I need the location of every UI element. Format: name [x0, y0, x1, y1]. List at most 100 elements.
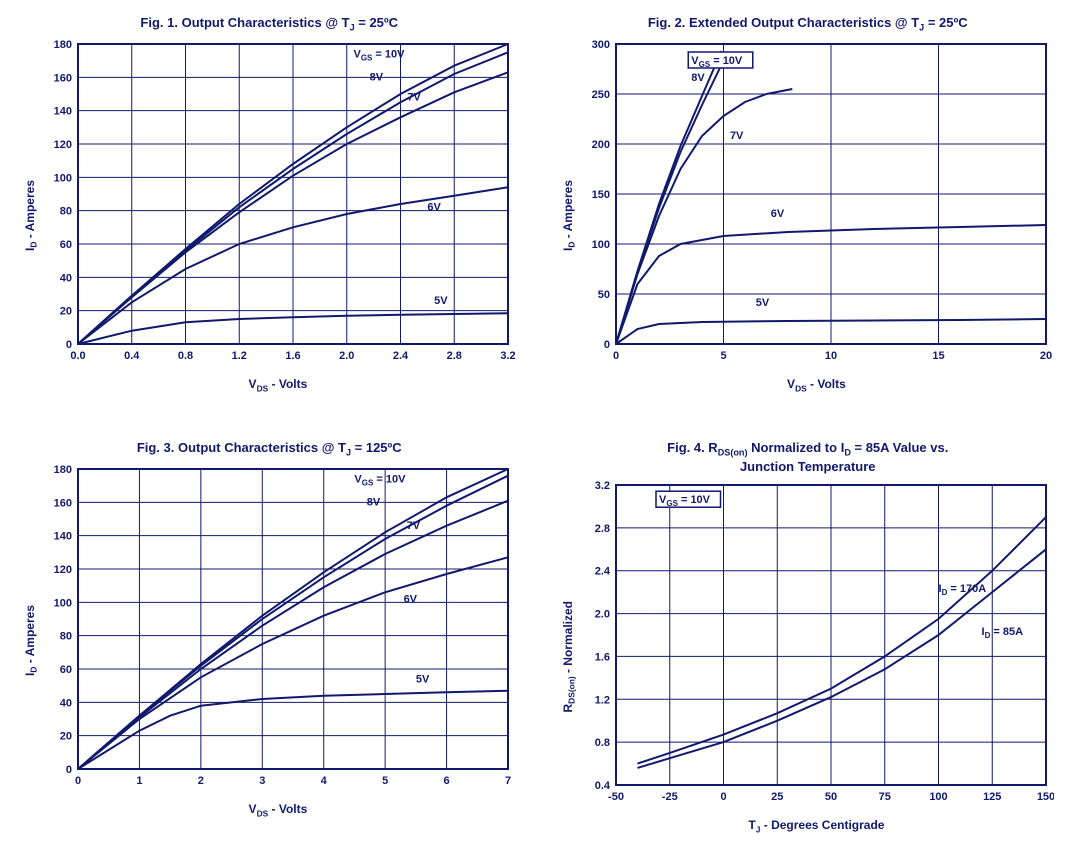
svg-text:150: 150: [592, 189, 610, 201]
fig2-title: Fig. 2. Extended Output Characteristics …: [648, 15, 968, 34]
svg-text:2.0: 2.0: [595, 608, 610, 620]
fig3-title: Fig. 3. Output Characteristics @ TJ = 12…: [137, 440, 402, 459]
svg-text:2.8: 2.8: [447, 350, 462, 362]
svg-text:0.0: 0.0: [70, 350, 85, 362]
svg-text:2.0: 2.0: [339, 350, 354, 362]
fig4-plot: -50 -25 0 25 50 75 100 125 150 0.4 0.8 1.2 1.6 2.0 2.4…: [578, 479, 1054, 834]
svg-text:VGS = 10V: VGS = 10V: [353, 48, 405, 62]
fig2-panel: Fig. 2. Extended Output Characteristics …: [554, 15, 1063, 410]
fig2-plot: 05101520050100150200250300 VGS = 10V8V7V…: [578, 38, 1054, 393]
svg-text:60: 60: [60, 664, 72, 676]
svg-text:5: 5: [382, 775, 388, 787]
svg-text:40: 40: [60, 697, 72, 709]
fig1-xlabel: VDS - Volts: [40, 377, 516, 393]
svg-text:50: 50: [598, 289, 610, 301]
fig1-title: Fig. 1. Output Characteristics @ TJ = 25…: [140, 15, 398, 34]
fig3-xlabel: VDS - Volts: [40, 802, 516, 818]
svg-text:25: 25: [772, 791, 784, 803]
svg-text:75: 75: [879, 791, 891, 803]
svg-text:0.8: 0.8: [178, 350, 193, 362]
svg-text:100: 100: [54, 597, 72, 609]
svg-text:160: 160: [54, 72, 72, 84]
fig4-xlabel: TJ - Degrees Centigrade: [578, 818, 1054, 834]
svg-text:4: 4: [321, 775, 328, 787]
svg-text:1.2: 1.2: [232, 350, 247, 362]
svg-text:200: 200: [592, 139, 610, 151]
svg-text:40: 40: [60, 272, 72, 284]
svg-text:0: 0: [613, 350, 619, 362]
svg-text:0: 0: [721, 791, 727, 803]
svg-text:7V: 7V: [730, 130, 744, 142]
svg-text:2.8: 2.8: [595, 523, 610, 535]
svg-text:140: 140: [54, 106, 72, 118]
svg-text:2.4: 2.4: [393, 350, 409, 362]
fig2-ylabel: ID - Amperes: [561, 180, 576, 251]
svg-text:0: 0: [75, 775, 81, 787]
fig4-ylabel: RDS(on) - Normalized: [561, 601, 576, 712]
svg-text:100: 100: [592, 239, 610, 251]
svg-text:7: 7: [505, 775, 511, 787]
svg-text:1: 1: [136, 775, 142, 787]
svg-text:5V: 5V: [416, 673, 430, 685]
fig4-panel: Fig. 4. RDS(on) Normalized to ID = 85A V…: [554, 440, 1063, 835]
svg-text:0.4: 0.4: [595, 780, 611, 792]
fig3-panel: Fig. 3. Output Characteristics @ TJ = 12…: [15, 440, 524, 835]
svg-text:ID = 85A: ID = 85A: [982, 626, 1024, 640]
svg-text:2.4: 2.4: [595, 566, 611, 578]
svg-text:VGS = 10V: VGS = 10V: [354, 473, 406, 487]
svg-text:60: 60: [60, 239, 72, 251]
svg-text:250: 250: [592, 89, 610, 101]
svg-text:1.6: 1.6: [595, 651, 610, 663]
svg-text:150: 150: [1037, 791, 1054, 803]
svg-text:80: 80: [60, 206, 72, 218]
fig4-svg: -50 -25 0 25 50 75 100 125 150 0.4 0.8 1.2 1.6 2.0 2.4…: [578, 479, 1054, 811]
svg-text:ID = 170A: ID = 170A: [939, 583, 987, 597]
svg-text:20: 20: [1040, 350, 1052, 362]
svg-text:5V: 5V: [434, 295, 448, 307]
svg-text:125: 125: [984, 791, 1002, 803]
fig2-xlabel: VDS - Volts: [578, 377, 1054, 393]
fig3-svg: 0 1 2 3 4 5 6 7 0 20 40 60 80 100 120 140 160 180 VGS = 1…: [40, 463, 516, 795]
svg-text:100: 100: [930, 791, 948, 803]
svg-text:0: 0: [604, 339, 610, 351]
svg-text:80: 80: [60, 630, 72, 642]
svg-text:20: 20: [60, 306, 72, 318]
svg-text:6V: 6V: [427, 202, 441, 214]
svg-text:3.2: 3.2: [500, 350, 515, 362]
svg-text:20: 20: [60, 730, 72, 742]
fig4-title: Fig. 4. RDS(on) Normalized to ID = 85A V…: [667, 440, 948, 475]
svg-text:100: 100: [54, 172, 72, 184]
svg-text:1.2: 1.2: [595, 694, 610, 706]
svg-text:120: 120: [54, 564, 72, 576]
svg-text:180: 180: [54, 39, 72, 51]
svg-text:160: 160: [54, 497, 72, 509]
svg-text:5V: 5V: [756, 297, 770, 309]
svg-text:6V: 6V: [404, 593, 418, 605]
svg-text:10: 10: [825, 350, 837, 362]
svg-text:7V: 7V: [407, 520, 421, 532]
svg-text:120: 120: [54, 139, 72, 151]
svg-text:-25: -25: [662, 791, 678, 803]
svg-text:3.2: 3.2: [595, 480, 610, 492]
svg-text:50: 50: [825, 791, 837, 803]
svg-text:8V: 8V: [370, 72, 384, 84]
svg-text:0: 0: [66, 339, 72, 351]
svg-text:0.8: 0.8: [595, 737, 610, 749]
svg-text:2: 2: [198, 775, 204, 787]
fig1-ylabel: ID - Amperes: [23, 180, 38, 251]
svg-text:8V: 8V: [367, 496, 381, 508]
svg-text:0: 0: [66, 764, 72, 776]
svg-text:6: 6: [443, 775, 449, 787]
fig3-plot: 0 1 2 3 4 5 6 7 0 20 40 60 80 100 120 140 160 180 VGS = 1…: [40, 463, 516, 818]
fig2-svg: 05101520050100150200250300 VGS = 10V8V7V…: [578, 38, 1054, 370]
svg-text:180: 180: [54, 464, 72, 476]
svg-text:140: 140: [54, 530, 72, 542]
chart-grid: Fig. 1. Output Characteristics @ TJ = 25…: [15, 15, 1062, 834]
svg-text:8V: 8V: [692, 72, 706, 84]
svg-text:-50: -50: [608, 791, 624, 803]
svg-text:15: 15: [933, 350, 945, 362]
svg-text:7V: 7V: [407, 92, 421, 104]
fig3-ylabel: ID - Amperes: [23, 605, 38, 676]
svg-text:1.6: 1.6: [285, 350, 300, 362]
svg-text:3: 3: [259, 775, 265, 787]
